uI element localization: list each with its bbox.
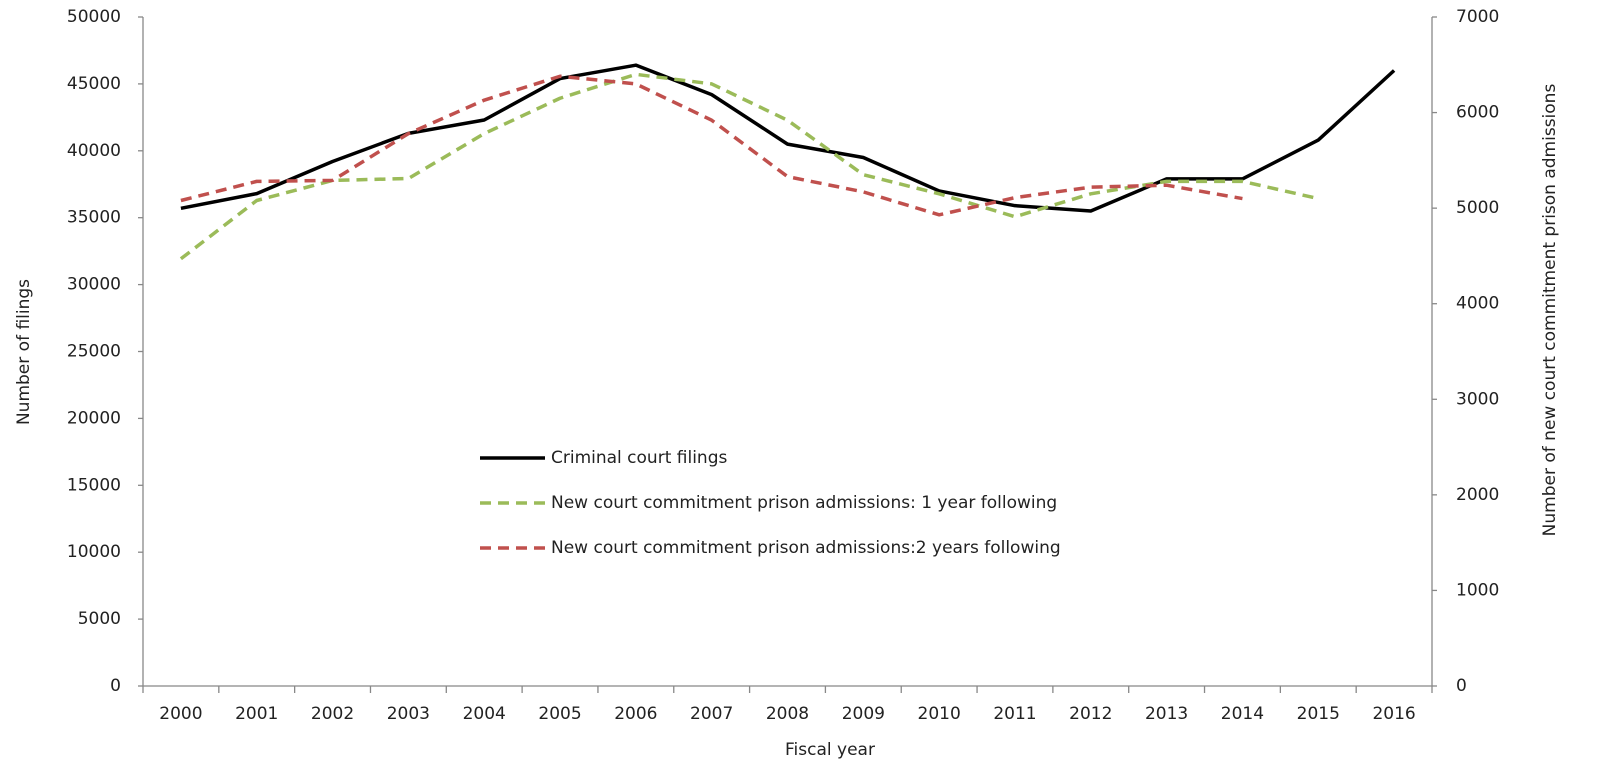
x-axis-label: Fiscal year <box>785 740 875 760</box>
x-tick-label: 2009 <box>842 704 885 724</box>
x-tick-label: 2000 <box>159 704 202 724</box>
y2-tick-label: 4000 <box>1456 294 1499 314</box>
x-tick-label: 2008 <box>766 704 809 724</box>
y-tick-label: 15000 <box>67 475 121 495</box>
series-line <box>179 72 1319 261</box>
x-tick-label: 2003 <box>387 704 430 724</box>
y-tick-label: 30000 <box>67 275 121 295</box>
x-tick-label: 2001 <box>235 704 278 724</box>
y-tick-label: 0 <box>110 676 121 696</box>
x-tick-label: 2012 <box>1069 704 1112 724</box>
legend-label: Criminal court filings <box>551 448 727 468</box>
x-tick-label: 2004 <box>463 704 506 724</box>
y-tick-label: 50000 <box>67 7 121 27</box>
x-tick-label: 2013 <box>1145 704 1188 724</box>
series-line <box>180 74 1243 217</box>
y-tick-label: 35000 <box>67 208 121 228</box>
y-tick-label: 25000 <box>67 342 121 362</box>
legend-label: New court commitment prison admissions: … <box>551 493 1057 513</box>
series-line <box>180 63 1396 213</box>
x-tick-label: 2015 <box>1297 704 1340 724</box>
y2-tick-label: 0 <box>1456 676 1467 696</box>
y-tick-label: 40000 <box>67 141 121 161</box>
y2-tick-label: 1000 <box>1456 580 1499 600</box>
y2-axis-label: Number of new court commitment prison ad… <box>1540 84 1560 537</box>
y2-tick-label: 7000 <box>1456 7 1499 27</box>
x-tick-label: 2010 <box>918 704 961 724</box>
x-tick-label: 2011 <box>993 704 1036 724</box>
y2-tick-label: 3000 <box>1456 389 1499 409</box>
x-tick-label: 2014 <box>1221 704 1264 724</box>
y-tick-label: 10000 <box>67 542 121 562</box>
y2-tick-label: 5000 <box>1456 198 1499 218</box>
x-tick-label: 2006 <box>614 704 657 724</box>
y-tick-label: 45000 <box>67 74 121 94</box>
x-tick-label: 2007 <box>690 704 733 724</box>
y2-tick-label: 6000 <box>1456 103 1499 123</box>
legend-label: New court commitment prison admissions:2… <box>551 538 1061 558</box>
x-tick-label: 2005 <box>538 704 581 724</box>
x-tick-label: 2016 <box>1372 704 1415 724</box>
y-axis-label: Number of filings <box>14 279 34 425</box>
y-tick-label: 5000 <box>78 609 121 629</box>
y-tick-label: 20000 <box>67 408 121 428</box>
y2-tick-label: 2000 <box>1456 485 1499 505</box>
x-tick-label: 2002 <box>311 704 354 724</box>
